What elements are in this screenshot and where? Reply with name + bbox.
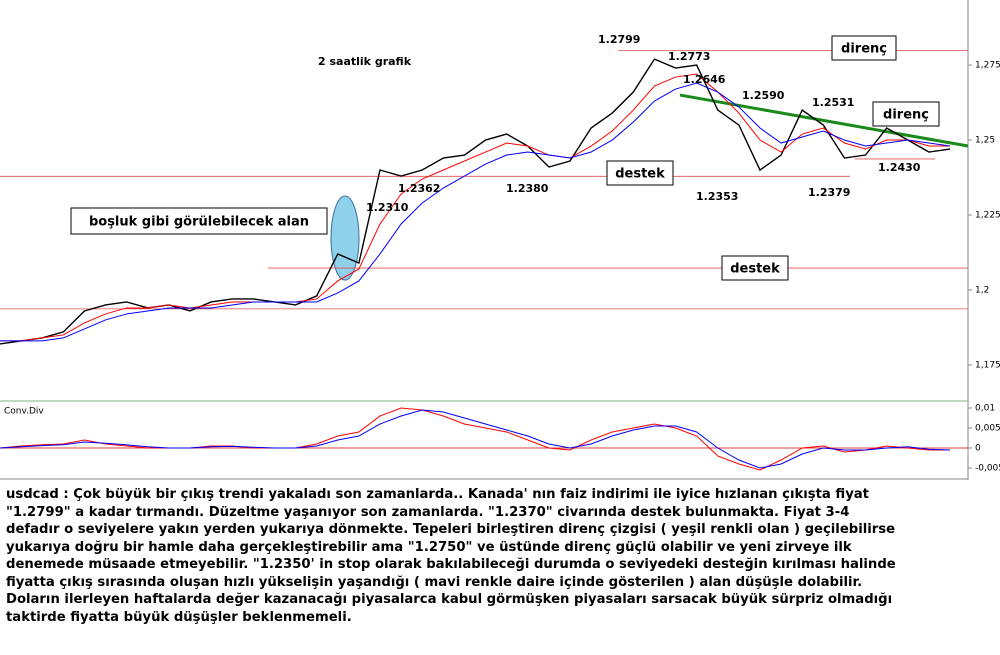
- price-label: 1.2353: [696, 190, 738, 203]
- commentary-line: taktirde fiyatta büyük düşüşler beklenme…: [6, 609, 352, 625]
- annotation-text: destek: [615, 167, 665, 182]
- annotation-box: [721, 255, 789, 281]
- commentary-line: denemede müsaade etmeyebilir. "1.2350' i…: [6, 557, 896, 572]
- indicator-title: Conv.Div: [4, 407, 44, 417]
- annotation-box: [831, 35, 897, 61]
- y-tick-label: 0: [975, 444, 981, 454]
- y-tick-label: 1,2: [975, 285, 989, 295]
- annotation-text: boşluk gibi görülebilecek alan: [89, 215, 309, 230]
- annotation-text: direnç: [883, 108, 929, 123]
- series-line: [0, 409, 951, 469]
- series-line: [0, 82, 951, 342]
- commentary-line: usdcad : Çok büyük bir çıkış trendi yaka…: [6, 487, 869, 502]
- annotation-box: [70, 207, 328, 235]
- price-label: 1.2379: [808, 186, 850, 199]
- price-label: 1.2590: [742, 89, 785, 102]
- y-tick-label: 1,225: [975, 210, 1000, 220]
- annotation-text: direnç: [841, 42, 887, 57]
- series-line: [0, 58, 951, 345]
- y-tick-label: 1,275: [975, 61, 1000, 71]
- annotation-box: [606, 160, 674, 186]
- price-label: 1.2362: [398, 182, 440, 195]
- price-label: 1.2380: [506, 182, 549, 195]
- y-tick-label: 1,175: [975, 360, 1000, 370]
- gap-circle: [330, 195, 360, 281]
- price-label: 1.2799: [598, 33, 640, 46]
- price-label: 1.2310: [366, 201, 409, 214]
- commentary-line: fiyatta çıkış sırasında oluşan hızlı yük…: [6, 574, 863, 590]
- y-tick-label: 0,005: [975, 424, 1000, 434]
- series-line: [0, 73, 950, 342]
- y-tick-label: -0,005: [975, 464, 1000, 474]
- y-tick-label: 1,25: [975, 136, 995, 146]
- commentary-line: "1.2799" a kadar tırmandı. Düzeltme yaşa…: [6, 504, 850, 520]
- y-tick-label: 0,01: [975, 404, 995, 414]
- commentary-line: defadır o seviyelere yakın yerden yukarı…: [6, 522, 896, 537]
- commentary-line: Doların ilerleyen haftalarda değer kazan…: [6, 592, 893, 607]
- annotation-text: destek: [730, 262, 780, 277]
- chart-title: 2 saatlik grafik: [318, 55, 412, 68]
- commentary-line: yukarıya doğru bir hamle daha gerçekleşt…: [6, 539, 852, 555]
- price-label: 1.2646: [683, 73, 726, 86]
- annotation-box: [872, 101, 940, 127]
- chart: 2 saatlik grafik Conv.Div 1,275 1,25 1,225…: [0, 0, 1000, 480]
- series-line: [0, 407, 950, 471]
- price-label: 1.2430: [878, 161, 921, 174]
- commentary: usdcad : Çok büyük bir çıkış trendi yaka…: [6, 486, 996, 626]
- price-label: 1.2773: [668, 50, 710, 63]
- trendline: [679, 93, 969, 148]
- price-label: 1.2531: [812, 96, 854, 109]
